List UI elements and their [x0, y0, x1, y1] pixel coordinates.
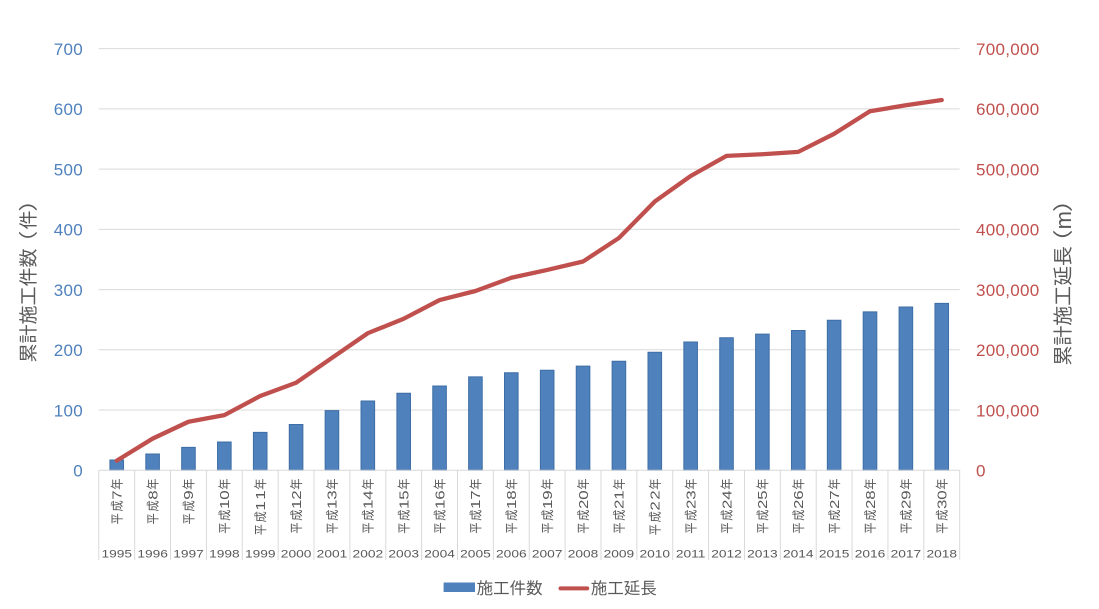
svg-text:2001: 2001 [317, 548, 348, 560]
svg-text:2: 2 [577, 500, 592, 509]
svg-text:8: 8 [864, 490, 879, 499]
svg-text:5: 5 [397, 490, 412, 499]
svg-text:2010: 2010 [640, 548, 671, 560]
svg-text:8: 8 [505, 490, 520, 499]
svg-text:2: 2 [684, 500, 699, 509]
svg-text:9: 9 [182, 490, 197, 499]
svg-text:2: 2 [648, 490, 663, 499]
svg-text:3: 3 [935, 500, 950, 509]
svg-text:2: 2 [290, 490, 305, 499]
svg-text:700: 700 [54, 40, 83, 59]
svg-text:300,000: 300,000 [976, 281, 1040, 300]
svg-text:0: 0 [218, 490, 233, 499]
svg-text:1997: 1997 [173, 548, 204, 560]
svg-text:2: 2 [899, 500, 914, 509]
svg-text:1: 1 [397, 500, 412, 509]
svg-text:2: 2 [864, 500, 879, 509]
svg-text:200: 200 [54, 341, 83, 360]
svg-text:2014: 2014 [783, 548, 814, 560]
svg-text:2011: 2011 [676, 548, 706, 560]
svg-text:3: 3 [684, 490, 699, 499]
svg-text:2: 2 [792, 500, 807, 509]
svg-text:7: 7 [828, 490, 843, 499]
svg-text:400: 400 [54, 221, 83, 240]
svg-text:2002: 2002 [353, 548, 384, 560]
svg-text:600: 600 [54, 100, 83, 119]
svg-text:2007: 2007 [532, 548, 563, 560]
svg-text:2005: 2005 [460, 548, 491, 560]
svg-text:4: 4 [361, 490, 376, 499]
svg-text:1995: 1995 [101, 548, 132, 560]
svg-text:m: m [1051, 211, 1076, 229]
svg-text:2000: 2000 [281, 548, 312, 560]
svg-text:1: 1 [218, 500, 233, 509]
svg-text:1: 1 [325, 500, 340, 509]
svg-text:7: 7 [469, 490, 484, 499]
svg-text:1: 1 [254, 490, 269, 499]
svg-text:2003: 2003 [388, 548, 419, 560]
svg-text:0: 0 [73, 462, 83, 481]
svg-text:500,000: 500,000 [976, 160, 1040, 179]
svg-text:1996: 1996 [137, 548, 168, 560]
svg-text:2: 2 [648, 501, 663, 510]
svg-text:1: 1 [290, 500, 305, 509]
svg-text:1: 1 [612, 490, 627, 499]
svg-text:1: 1 [469, 500, 484, 509]
svg-text:9: 9 [541, 490, 556, 499]
svg-text:2006: 2006 [496, 548, 527, 560]
svg-text:8: 8 [146, 490, 161, 499]
svg-text:1: 1 [433, 500, 448, 509]
svg-text:2: 2 [828, 500, 843, 509]
svg-text:300: 300 [54, 281, 83, 300]
svg-text:100,000: 100,000 [976, 401, 1040, 420]
svg-text:0: 0 [976, 462, 986, 481]
svg-text:9: 9 [899, 490, 914, 499]
svg-text:100: 100 [54, 401, 83, 420]
svg-text:200,000: 200,000 [976, 341, 1040, 360]
svg-text:2: 2 [756, 500, 771, 509]
svg-text:1: 1 [541, 500, 556, 509]
svg-text:600,000: 600,000 [976, 100, 1040, 119]
svg-text:1999: 1999 [245, 548, 276, 560]
svg-text:0: 0 [935, 490, 950, 499]
svg-text:2: 2 [612, 500, 627, 509]
svg-text:2004: 2004 [424, 548, 455, 560]
svg-text:1: 1 [505, 500, 520, 509]
svg-text:2013: 2013 [747, 548, 778, 560]
svg-text:2012: 2012 [711, 548, 742, 560]
svg-text:2008: 2008 [568, 548, 599, 560]
svg-text:500: 500 [54, 160, 83, 179]
svg-text:2016: 2016 [855, 548, 886, 560]
svg-text:2: 2 [720, 500, 735, 509]
svg-text:4: 4 [720, 490, 735, 499]
svg-text:2009: 2009 [604, 548, 635, 560]
svg-text:700,000: 700,000 [976, 40, 1040, 59]
svg-text:3: 3 [325, 490, 340, 499]
svg-text:7: 7 [110, 490, 125, 499]
svg-text:6: 6 [792, 490, 807, 499]
svg-text:6: 6 [433, 490, 448, 499]
svg-text:1: 1 [361, 500, 376, 509]
svg-text:2018: 2018 [926, 548, 957, 560]
svg-text:5: 5 [756, 490, 771, 499]
svg-text:0: 0 [577, 490, 592, 499]
svg-text:1: 1 [254, 501, 269, 510]
svg-text:2017: 2017 [891, 548, 922, 560]
svg-text:400,000: 400,000 [976, 221, 1040, 240]
svg-text:2015: 2015 [819, 548, 850, 560]
svg-text:1998: 1998 [209, 548, 240, 560]
